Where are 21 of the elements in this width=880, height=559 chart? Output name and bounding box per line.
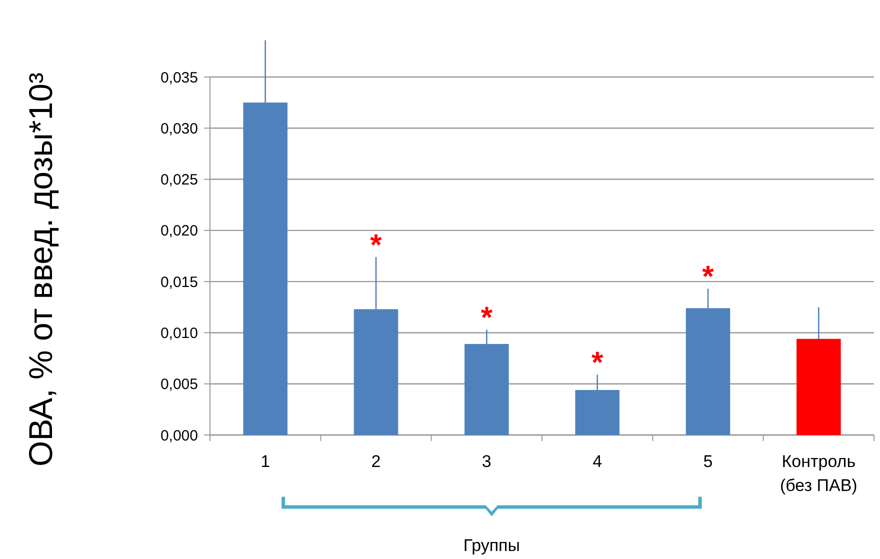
annotation: * [591, 346, 604, 380]
x-tick-label: 1 [260, 452, 270, 471]
bar [796, 338, 841, 435]
x-axis-title: Группы [463, 536, 520, 555]
x-tick-label: 4 [592, 452, 602, 471]
x-tick-label: 3 [482, 452, 492, 471]
annotation: * [702, 260, 714, 294]
y-tick-label: 0,000 [160, 427, 198, 444]
x-tick-label: 2 [371, 452, 381, 471]
y-tick-label: 0,020 [160, 222, 198, 240]
y-tick-label: 0,010 [160, 324, 198, 342]
y-tick-label: 0,030 [160, 120, 198, 138]
y-tick-label: 0,025 [160, 172, 198, 189]
y-tick-label: 0,035 [160, 69, 198, 86]
x-tick-label: Контроль (без ПАВ) [780, 452, 858, 495]
y-tick-label: 0,005 [160, 376, 198, 394]
y-axis-title: ОВА, % от введ. дозы*10³ [22, 72, 59, 466]
x-tick-label: 5 [703, 452, 713, 471]
y-tick-label: 0,015 [160, 274, 198, 291]
annotation: * [370, 229, 382, 262]
annotation: * [480, 302, 493, 335]
